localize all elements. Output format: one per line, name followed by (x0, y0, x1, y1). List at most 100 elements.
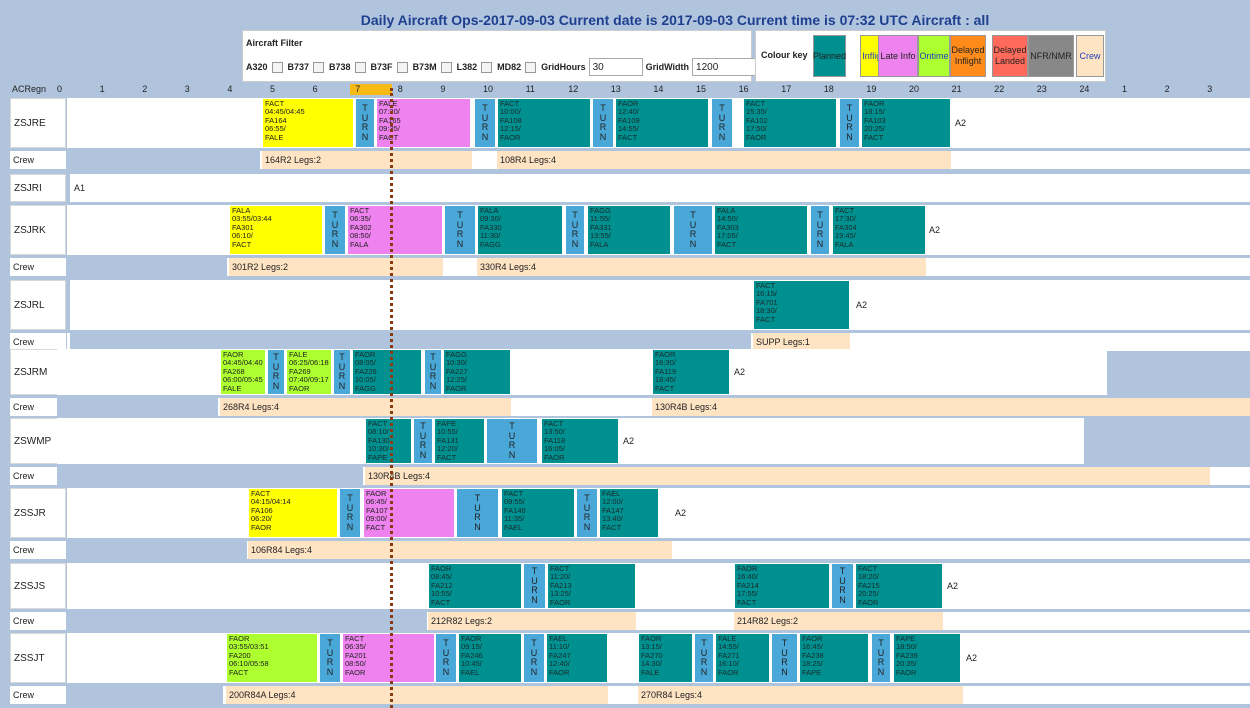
flight-leg-planned[interactable]: FACT 10:00/FA108 12:15/FAOR (497, 98, 591, 148)
aircraft-registration[interactable]: ZSJRM (10, 349, 66, 395)
crew-assignment-bar[interactable]: 164R2 Legs:2 (262, 151, 472, 169)
flight-leg-planned[interactable]: FACT 16:15/FA701 18:30/FACT (753, 280, 850, 330)
flight-leg-text: 16:45/ (802, 642, 823, 652)
aircraft-slot-label: A2 (623, 436, 635, 446)
crew-assignment-bar[interactable]: 130R4B Legs:4 (365, 467, 1210, 485)
aircraft-registration[interactable]: ZSSJS (10, 563, 66, 609)
flight-leg-planned[interactable]: FACT 08:10/FA130 10:30/FAPE (365, 418, 412, 464)
flight-leg-planned[interactable]: FAGG 11:55/FA331 13:55/FALA (587, 205, 671, 255)
flight-leg-planned[interactable]: FACT 15:35/FA102 17:50/FAOR (743, 98, 837, 148)
gridhours-input[interactable]: 30 (588, 58, 643, 76)
crew-assignment-bar[interactable]: 130R4B Legs:4 (652, 398, 1250, 416)
flight-leg-planned[interactable]: FAOR 13:15/FA270 14:30/FALE (638, 633, 693, 683)
crew-assignment-bar[interactable]: 270R84 Legs:4 (638, 686, 963, 704)
flight-leg-planned[interactable]: FAPE 18:50/FA239 20:35/FAOR (893, 633, 961, 683)
flight-leg-planned[interactable]: FACT 18:20/FA215 20:25/FAOR (855, 563, 943, 609)
aircraft-registration[interactable]: ZSSJR (10, 488, 66, 538)
flight-leg-planned[interactable]: FACT 13:50/FA118 16:05/FAOR (541, 418, 619, 464)
aircraft-registration[interactable]: ZSJRK (10, 205, 66, 255)
crew-assignment-bar[interactable]: 301R2 Legs:2 (229, 258, 443, 276)
flight-leg-planned[interactable]: FALA 09:30/FA330 11:30/FAGG (477, 205, 563, 255)
flight-leg-planned[interactable]: FAOR 09:15/FA246 10:45/FAEL (458, 633, 522, 683)
flight-leg-planned[interactable]: FAOR 18:15/FA103 20:25/FACT (861, 98, 951, 148)
flight-leg-inflight[interactable]: FALA 03:55/03:44 FA301 06:10/FACT (229, 205, 323, 255)
flight-leg-planned[interactable]: FAOR 16:30/FA119 18:45/FACT (652, 349, 730, 395)
crew-assignment-bar[interactable]: 330R4 Legs:4 (477, 258, 926, 276)
flight-leg-text: FA269 (289, 366, 311, 376)
aircraft-registration[interactable]: ZSJRI (10, 174, 66, 202)
flight-leg-ontime[interactable]: FALE 06:25/06:18 FA269 07:40/09:17 FAOR (286, 349, 332, 395)
filter-checkbox-b738[interactable] (354, 61, 366, 73)
flight-leg-planned[interactable]: FAOR 16:40/FA214 17:55/FACT (734, 563, 830, 609)
crew-assignment-bar[interactable]: SUPP Legs:1 (753, 333, 850, 351)
flight-leg-planned[interactable]: FACT 17:30/FA304 19:45/FALA (832, 205, 926, 255)
flight-leg-inflight[interactable]: FACT 04:45/04:45 FA164 06:55/FALE (262, 98, 354, 148)
flight-leg-planned[interactable]: FAOR 16:45/FA238 18:25/FAPE (799, 633, 869, 683)
flight-leg-planned[interactable]: FAEL 12:00/FA147 13:40/FACT (599, 488, 659, 538)
flight-leg-text: FAEL (461, 667, 480, 677)
crew-assignment-bar[interactable]: 200R84A Legs:4 (226, 686, 608, 704)
crew-assignment-bar[interactable]: 106R84 Legs:4 (248, 541, 672, 559)
flight-leg-inflight[interactable]: FACT 04:15/04:14 FA106 06:20/FAOR (248, 488, 338, 538)
filter-checkbox-md82[interactable] (525, 61, 537, 73)
filter-checkbox-b73m[interactable] (440, 61, 452, 73)
flight-leg-late-info[interactable]: FACT 06:35/FA201 08:50/FAOR (342, 633, 435, 683)
flight-leg-ontime[interactable]: FAOR 04:45/04:40 FA268 06:00/05:45 FALE (220, 349, 266, 395)
filter-checkbox-b737[interactable] (313, 61, 325, 73)
hour-tick: 12 (568, 84, 579, 94)
filter-checkbox-b73f[interactable] (396, 61, 408, 73)
flight-leg-planned[interactable]: FACT 11:20/FA213 13:25/FAOR (547, 563, 636, 609)
flight-leg-planned[interactable]: FAPE 10:55/FA131 12:20/FACT (434, 418, 485, 464)
crew-assignment-bar[interactable]: 268R4 Legs:4 (220, 398, 511, 416)
filter-checkbox-l382[interactable] (481, 61, 493, 73)
flight-leg-late-info[interactable]: FACT 06:35/FA302 08:50/FALA (347, 205, 443, 255)
crew-assignment-bar[interactable]: 212R82 Legs:2 (428, 612, 636, 630)
flight-leg-planned[interactable]: FAOR 08:05/FA226 10:05/FAGG (352, 349, 422, 395)
flight-leg-planned[interactable]: FAGG 10:30/FA227 12:25/FAOR (443, 349, 511, 395)
filter-checkbox-a320[interactable] (271, 61, 283, 73)
crew-assignment-bar[interactable]: 108R4 Legs:4 (497, 151, 951, 169)
flight-leg-planned[interactable]: FAEL 11:10/FA247 12:40/FAOR (546, 633, 608, 683)
flight-leg-planned[interactable]: FAOR 12:40/FA109 14:55/FACT (615, 98, 709, 148)
aircraft-registration[interactable]: ZSJRE (10, 98, 66, 148)
crew-assignment-bar[interactable]: 214R82 Legs:2 (734, 612, 943, 630)
aircraft-registration[interactable]: ZSSJT (10, 633, 66, 683)
flight-leg-late-info[interactable]: FAOR 06:45/FA107 09:00/FACT (363, 488, 455, 538)
turn-letter: T (347, 493, 353, 503)
aircraft-registration[interactable]: ZSWMP (10, 418, 66, 464)
gridwidth-input[interactable]: 1200 (692, 58, 757, 76)
flight-leg-planned[interactable]: FACT 09:55/FA146 11:35/FAEL (501, 488, 575, 538)
flight-leg-planned[interactable]: FAOR 08:45/FA212 10:55/FACT (428, 563, 522, 609)
flight-leg-planned[interactable]: FALA 14:50/FA303 17:05/FACT (714, 205, 808, 255)
flight-leg-planned[interactable]: FALE 14:55/FA271 16:10/FAOR (715, 633, 770, 683)
aircraft-registration[interactable]: ZSJRL (10, 280, 66, 330)
flight-leg-ontime[interactable]: FAOR 03:55/03:51 FA200 06:10/05:58 FACT (226, 633, 318, 683)
turn-letter: R (781, 657, 788, 667)
